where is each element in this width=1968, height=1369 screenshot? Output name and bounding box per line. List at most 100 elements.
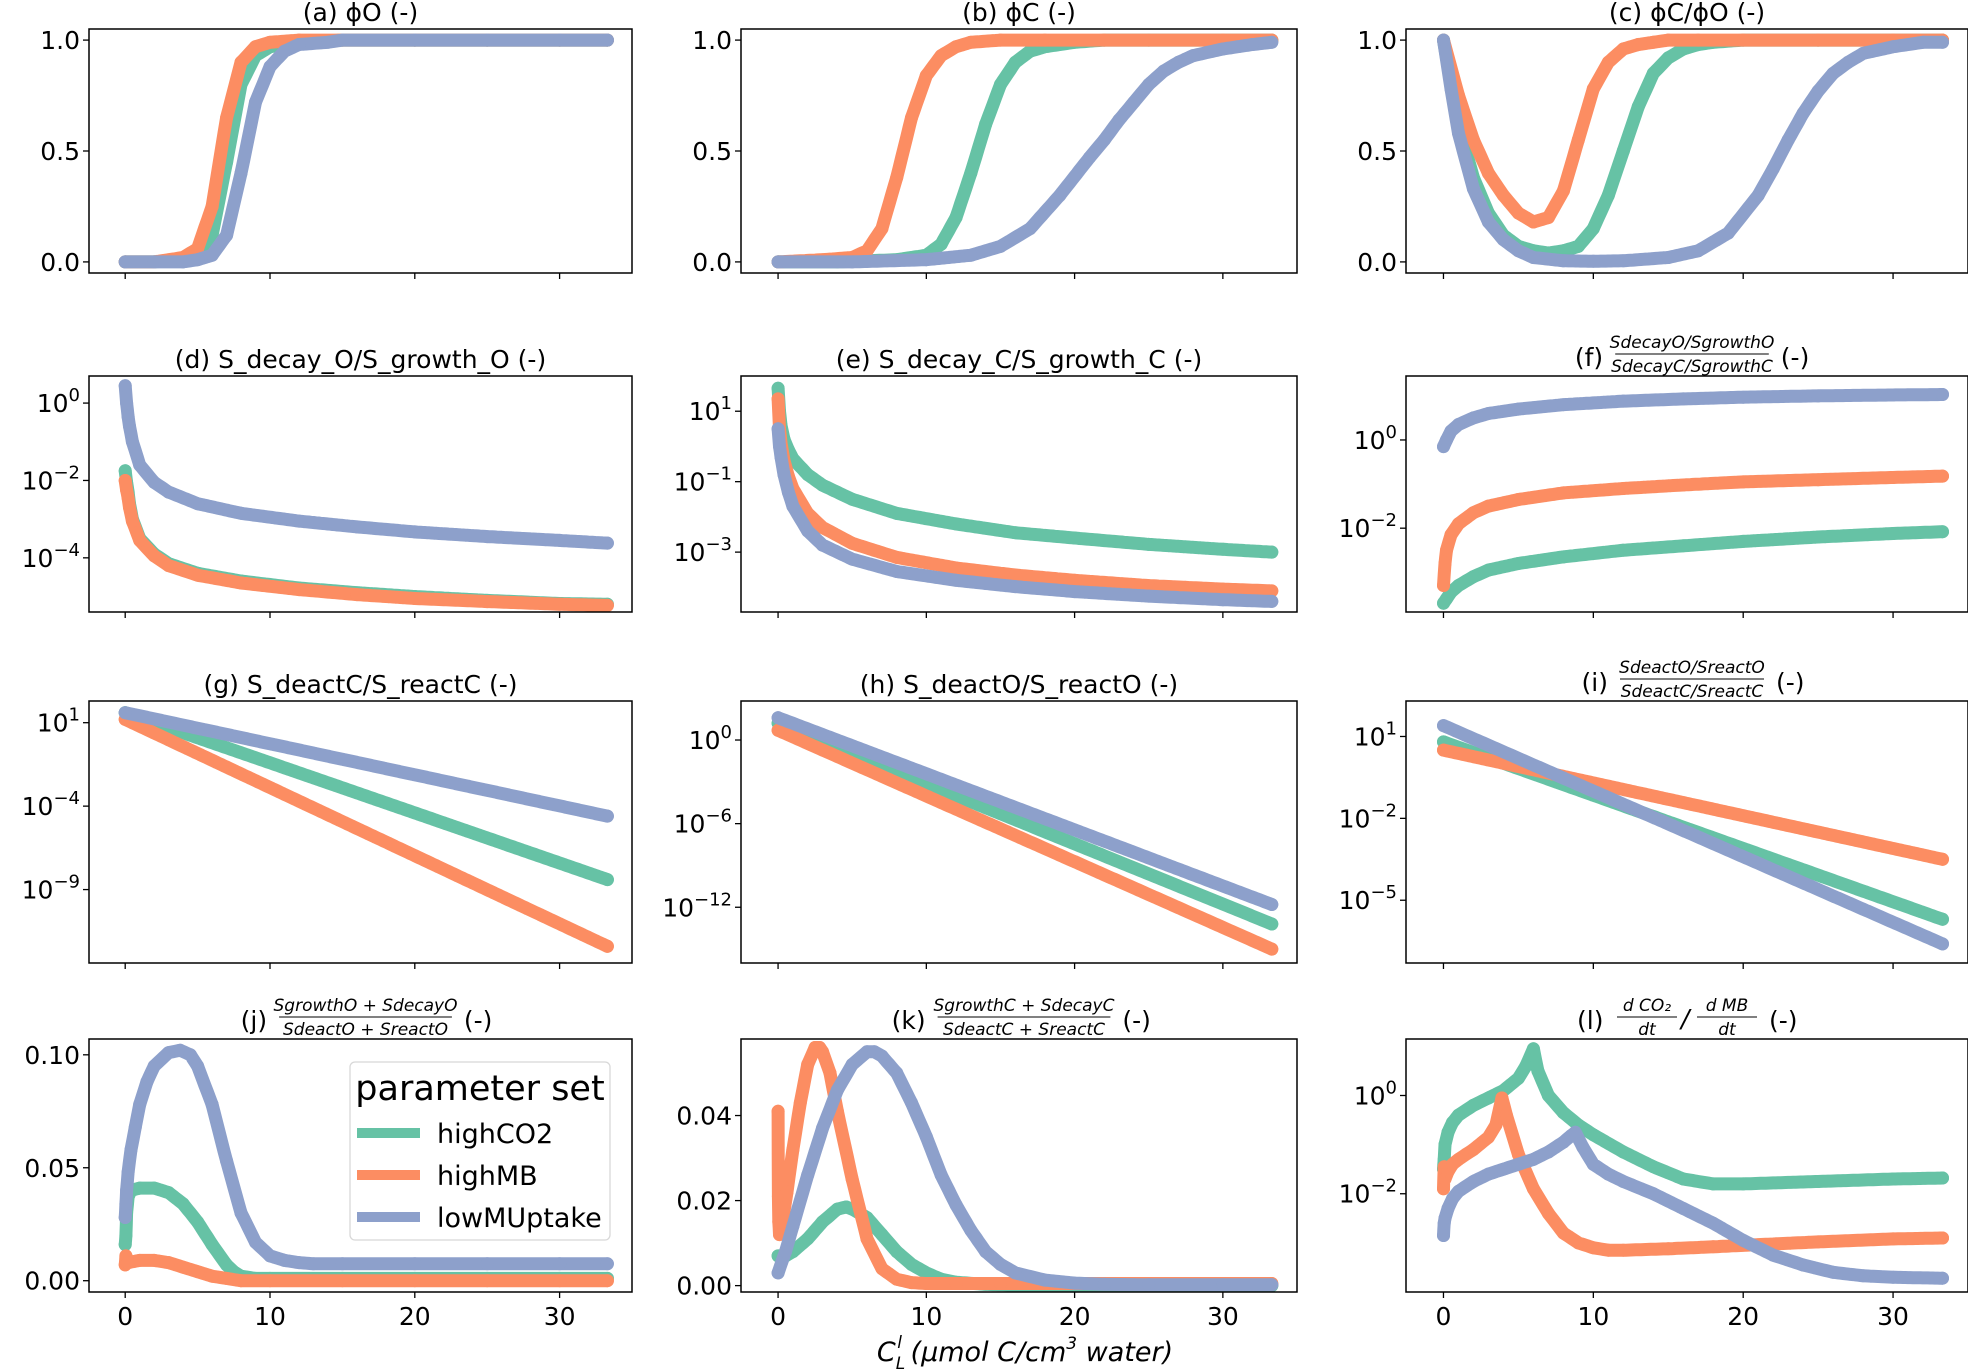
series-highCO2	[118, 706, 614, 887]
data-point-lowMUptake	[1526, 251, 1540, 264]
data-point-highMB	[934, 49, 948, 63]
data-point-lowMUptake	[919, 1130, 933, 1144]
data-point-lowMUptake	[1481, 215, 1495, 229]
svg-text:/: /	[1679, 1004, 1692, 1033]
data-point-lowMUptake	[1691, 244, 1705, 258]
legend-box	[349, 1061, 611, 1241]
data-point-lowMUptake	[1437, 719, 1450, 733]
data-point-lowMUptake	[480, 33, 494, 47]
y-tick-label: 0.0	[40, 248, 80, 277]
y-tick-label: 10−3	[674, 534, 732, 567]
data-point-highCO2	[1466, 570, 1480, 584]
data-point-highMB	[1265, 942, 1279, 956]
data-point-highMB	[480, 595, 494, 609]
data-point-highCO2	[890, 1245, 904, 1259]
data-point-highMB	[1886, 471, 1900, 484]
data-point-lowMUptake	[1068, 1276, 1082, 1290]
data-point-highMB	[860, 244, 874, 258]
data-point-lowMUptake	[1216, 593, 1230, 607]
svg-text:(-): (-)	[1769, 1006, 1798, 1035]
data-point-highMB	[191, 1265, 205, 1279]
data-point-lowMUptake	[118, 255, 132, 269]
panel-title: (j) SgrowthO + SdecayO SdeactO + SreactO (-…	[241, 996, 493, 1040]
data-point-highMB	[1616, 482, 1630, 495]
data-point-highCO2	[1526, 1042, 1540, 1056]
panel-e: 101 10−1 10−3 (e) S_decay_C/S_growth_C (-)	[674, 345, 1298, 618]
y-tick-label: 100	[689, 722, 732, 755]
data-point-highCO2	[1511, 557, 1525, 570]
data-point-highCO2	[1481, 1091, 1495, 1105]
y-tick-label: 10−1	[674, 464, 732, 497]
data-point-lowMUptake	[1511, 1157, 1525, 1171]
panel-title: (b) ϕC (-)	[962, 0, 1076, 27]
svg-text:SdeactO + SreactO: SdeactO + SreactO	[283, 1020, 448, 1040]
axes-frame	[88, 375, 633, 613]
panel-k: 0 10 20 30 0.00 0.02 0.04 (k) SgrowthC + SdecayC…	[676, 996, 1298, 1331]
data-point-highMB	[949, 40, 963, 54]
data-point-highMB	[1616, 1243, 1630, 1257]
data-point-highMB	[890, 550, 904, 564]
y-tick-label: 0.04	[676, 1102, 732, 1131]
data-point-lowMUptake	[1008, 1266, 1022, 1280]
data-point-lowMUptake	[949, 1198, 963, 1212]
data-point-lowMUptake	[128, 1120, 142, 1134]
data-point-highCO2	[1586, 222, 1600, 236]
svg-text:(k): (k)	[892, 1006, 926, 1035]
data-point-lowMUptake	[1496, 233, 1510, 247]
data-point-lowMUptake	[964, 248, 978, 262]
data-point-lowMUptake	[220, 228, 234, 242]
y-tick-label: 1.0	[40, 26, 80, 55]
data-point-lowMUptake	[1826, 66, 1840, 80]
series-lowMUptake	[771, 1045, 1279, 1292]
data-point-highCO2	[191, 1215, 205, 1229]
x-tick-label: 30	[544, 1302, 576, 1331]
data-point-lowMUptake	[553, 1257, 567, 1271]
data-point-highCO2	[162, 1186, 176, 1200]
data-point-highCO2	[1936, 525, 1949, 539]
data-point-lowMUptake	[1841, 55, 1855, 69]
panel-i: 101 10−2 10−5 (i) SdeactO/SreactO SdeactC/Sre…	[1339, 658, 1968, 969]
y-tick-label: 0.5	[692, 137, 732, 166]
data-point-highMB	[994, 33, 1007, 47]
data-point-lowMUptake	[1601, 1167, 1615, 1181]
data-point-highMB	[905, 1276, 918, 1290]
legend-title: parameter set	[355, 1069, 604, 1109]
data-point-highCO2	[1556, 550, 1570, 564]
data-point-highMB	[176, 1260, 190, 1274]
data-point-highMB	[553, 1274, 567, 1288]
svg-text:d CO₂: d CO₂	[1623, 996, 1671, 1016]
y-tick-label: 0.05	[24, 1154, 80, 1183]
y-tick-label: 10−5	[1339, 882, 1397, 915]
series-lowMUptake	[1437, 719, 1949, 951]
data-point-lowMUptake	[1936, 1271, 1949, 1285]
data-point-highCO2	[1265, 545, 1279, 559]
data-point-highMB	[1097, 33, 1111, 47]
data-point-lowMUptake	[147, 475, 161, 489]
data-point-lowMUptake	[480, 1257, 494, 1271]
data-point-lowMUptake	[1142, 1278, 1156, 1292]
data-point-highMB	[205, 1269, 219, 1283]
data-point-lowMUptake	[162, 485, 176, 499]
data-point-highMB	[1068, 573, 1082, 587]
data-point-lowMUptake	[1576, 1140, 1590, 1154]
data-point-lowMUptake	[1511, 402, 1525, 416]
data-point-lowMUptake	[1541, 1145, 1555, 1159]
data-point-lowMUptake	[600, 33, 614, 47]
y-tick-label: 10−12	[662, 889, 732, 922]
data-point-highCO2	[1556, 1106, 1570, 1120]
svg-text:SdeactC + SreactC: SdeactC + SreactC	[943, 1020, 1105, 1040]
data-point-highMB	[1811, 473, 1825, 487]
data-point-highMB	[776, 1215, 789, 1229]
data-point-lowMUptake	[1216, 1278, 1230, 1292]
data-point-highMB	[1616, 42, 1630, 56]
data-point-lowMUptake	[1265, 1278, 1279, 1292]
data-point-highMB	[123, 501, 136, 514]
data-point-lowMUptake	[1441, 1202, 1455, 1215]
data-point-lowMUptake	[1706, 1216, 1720, 1230]
axes-frame	[740, 375, 1298, 613]
data-point-highCO2	[845, 492, 859, 506]
plot-area	[1437, 719, 1949, 951]
data-point-lowMUptake	[1751, 188, 1765, 202]
data-point-highMB	[949, 561, 963, 575]
data-point-lowMUptake	[890, 1066, 904, 1080]
